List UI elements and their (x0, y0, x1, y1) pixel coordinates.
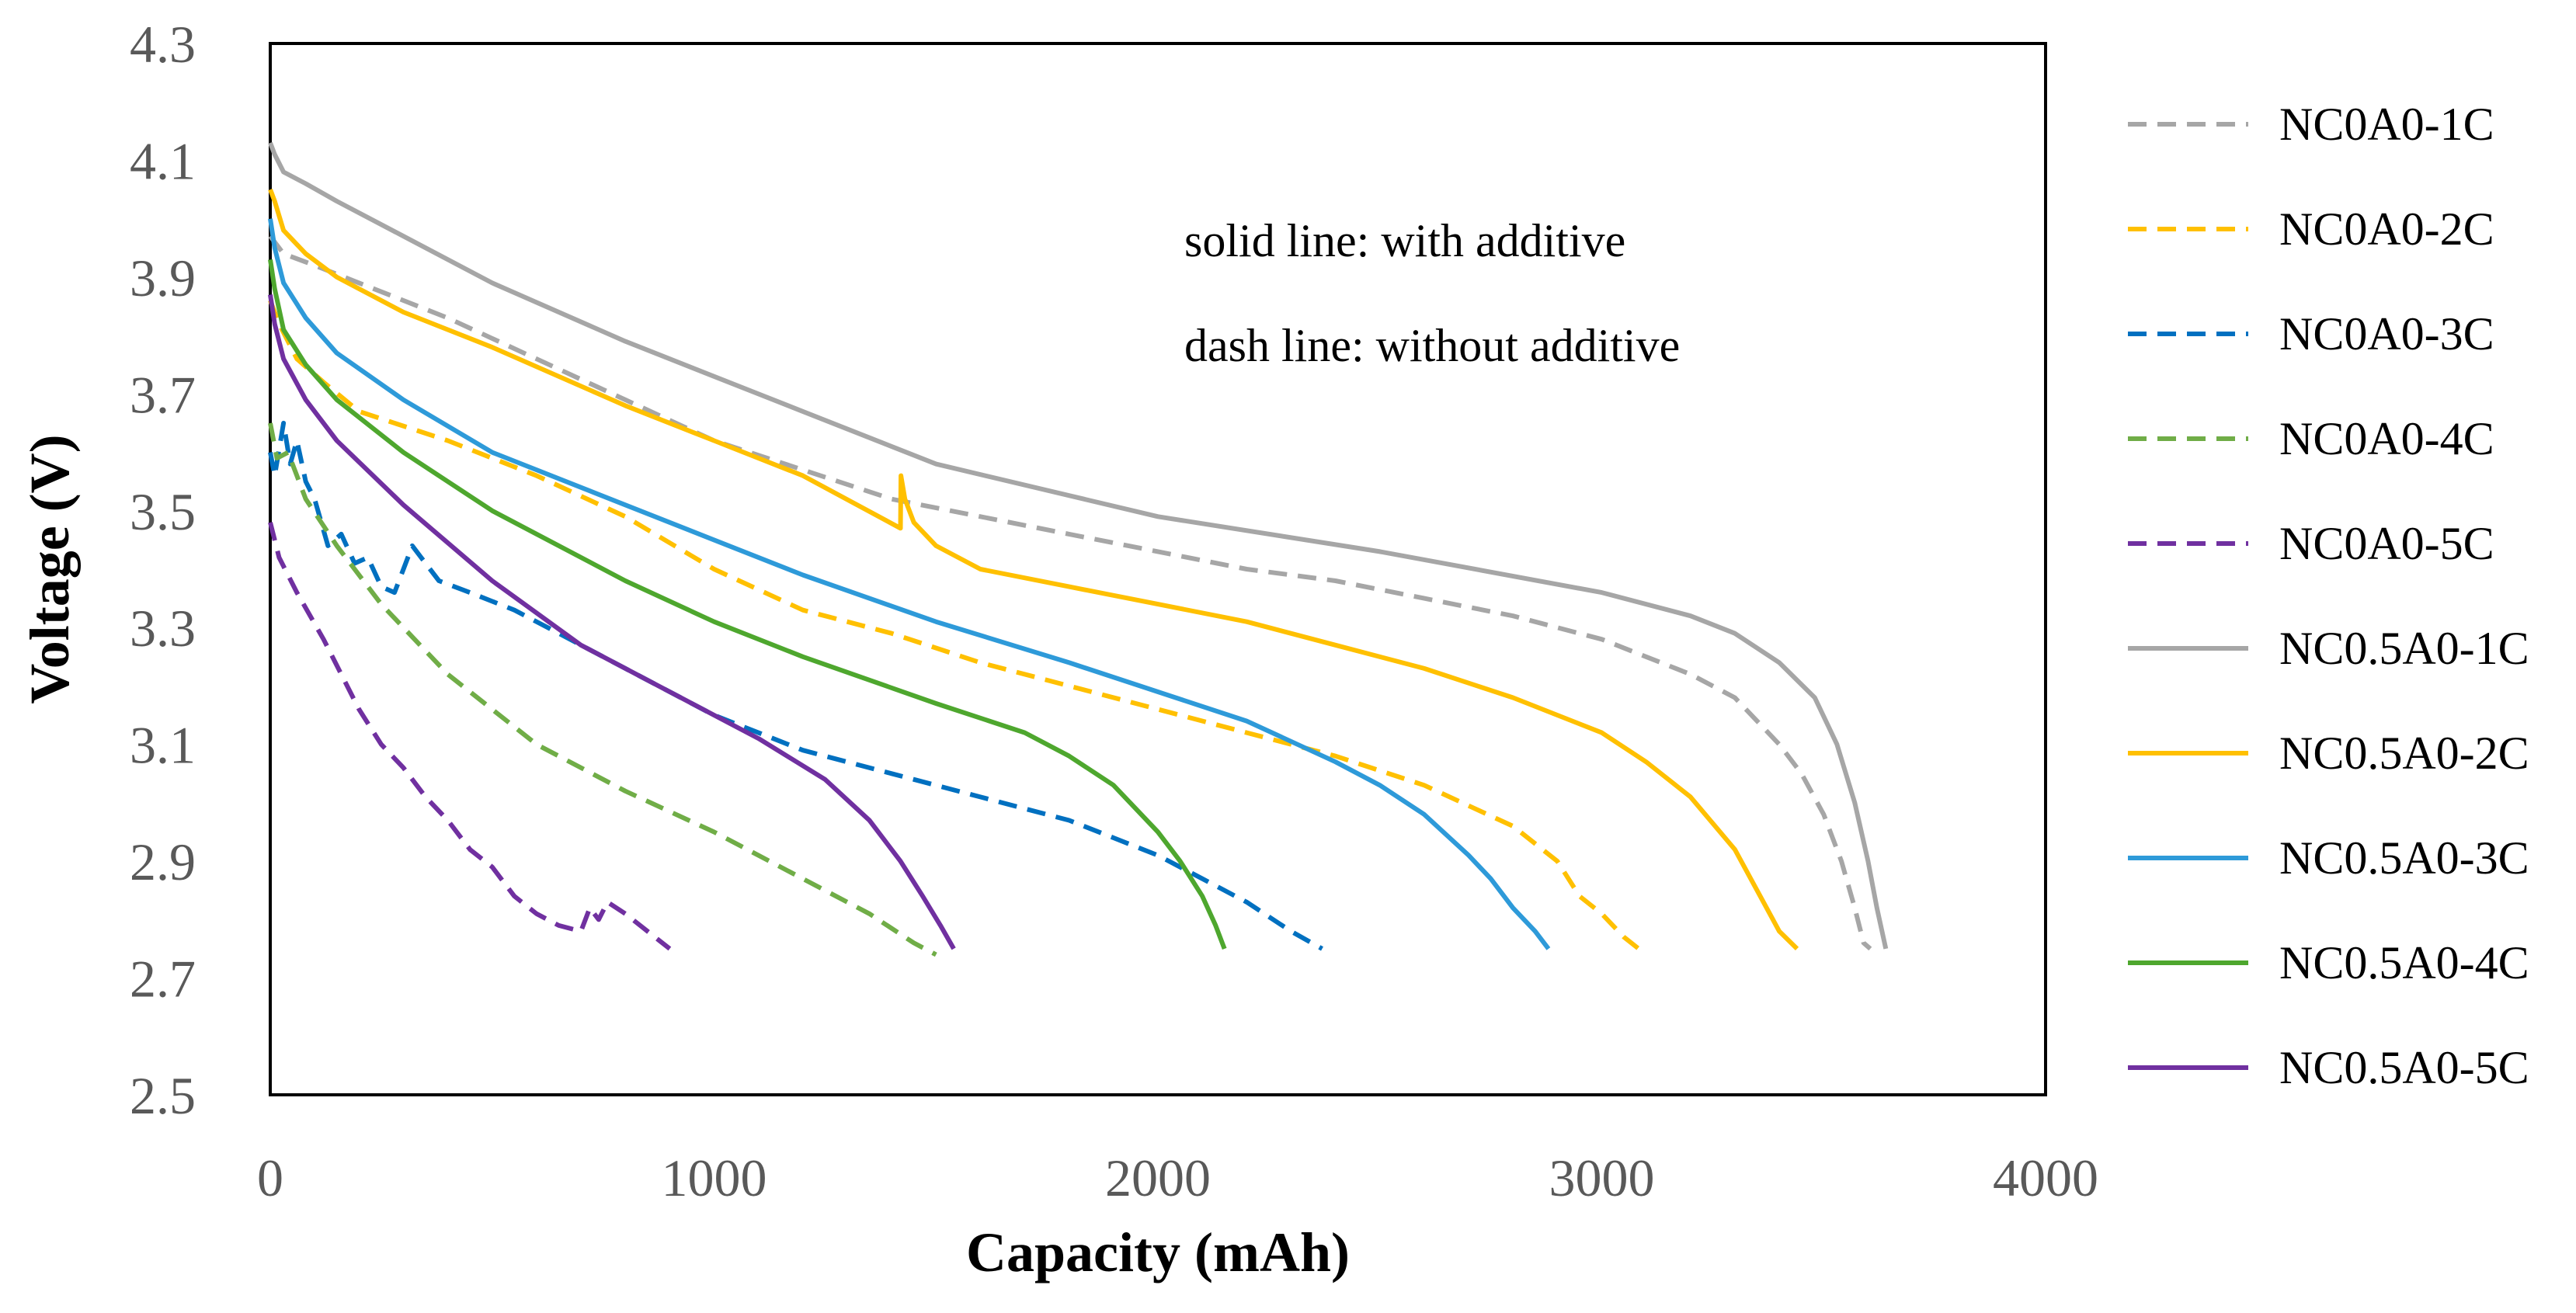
x-tick-label: 0 (257, 1148, 283, 1207)
legend-label: NC0A0-4C (2279, 413, 2494, 464)
legend-label: NC0.5A0-2C (2279, 728, 2529, 779)
y-tick-label: 2.7 (130, 950, 196, 1009)
x-axis-title: Capacity (mAh) (966, 1221, 1350, 1283)
series-line-nc0-5a0-5c (268, 294, 956, 950)
y-tick-labels: 2.5 2.7 2.9 3.1 3.3 3.5 3.7 3.9 4.1 4.3 (130, 15, 196, 1125)
annotation-solid-line: solid line: with additive (1184, 215, 1625, 266)
x-tick-label: 4000 (1993, 1148, 2098, 1207)
y-tick-label: 3.9 (130, 248, 196, 307)
series-line-nc0-5a0-3c (268, 218, 1551, 950)
series-line-nc0a0-2c (268, 299, 1648, 957)
legend-label: NC0A0-5C (2279, 518, 2494, 569)
y-tick-label: 3.5 (130, 482, 196, 541)
x-tick-label: 1000 (662, 1148, 767, 1207)
x-tick-label: 3000 (1549, 1148, 1655, 1207)
y-tick-label: 3.3 (130, 599, 196, 658)
plot-area-frame (269, 42, 2047, 1096)
series-line-nc0-5a0-2c (268, 189, 1799, 951)
y-tick-label: 4.3 (130, 15, 196, 74)
series-lines (268, 141, 1889, 957)
series-line-nc0a0-4c (268, 422, 937, 957)
y-tick-label: 3.1 (130, 716, 196, 775)
series-line-nc0a0-1c (268, 234, 1872, 951)
y-axis-title: Voltage (V) (19, 434, 81, 703)
y-tick-label: 2.9 (130, 832, 196, 891)
x-tick-labels: 0 1000 2000 3000 4000 (257, 1148, 2098, 1207)
legend-label: NC0.5A0-1C (2279, 623, 2529, 674)
legend-label: NC0.5A0-4C (2279, 937, 2529, 988)
y-tick-label: 3.7 (130, 365, 196, 424)
annotation-dash-line: dash line: without additive (1184, 320, 1680, 371)
legend-label: NC0.5A0-3C (2279, 832, 2529, 884)
y-tick-label: 4.1 (130, 131, 196, 190)
x-tick-label: 2000 (1105, 1148, 1211, 1207)
series-line-nc0-5a0-4c (268, 259, 1227, 950)
series-line-nc0a0-5c (268, 522, 672, 951)
legend-label: NC0A0-2C (2279, 203, 2494, 255)
legend-label: NC0.5A0-5C (2279, 1042, 2529, 1093)
legend-label: NC0A0-3C (2279, 308, 2494, 360)
legend: NC0A0-1C NC0A0-2C NC0A0-3C NC0A0-4C NC0A0-5C… (2128, 99, 2529, 1093)
legend-label: NC0A0-1C (2279, 99, 2494, 150)
series-line-nc0-5a0-1c (268, 141, 1889, 950)
y-tick-label: 2.5 (130, 1066, 196, 1125)
series-line-nc0a0-3c (268, 420, 1323, 951)
